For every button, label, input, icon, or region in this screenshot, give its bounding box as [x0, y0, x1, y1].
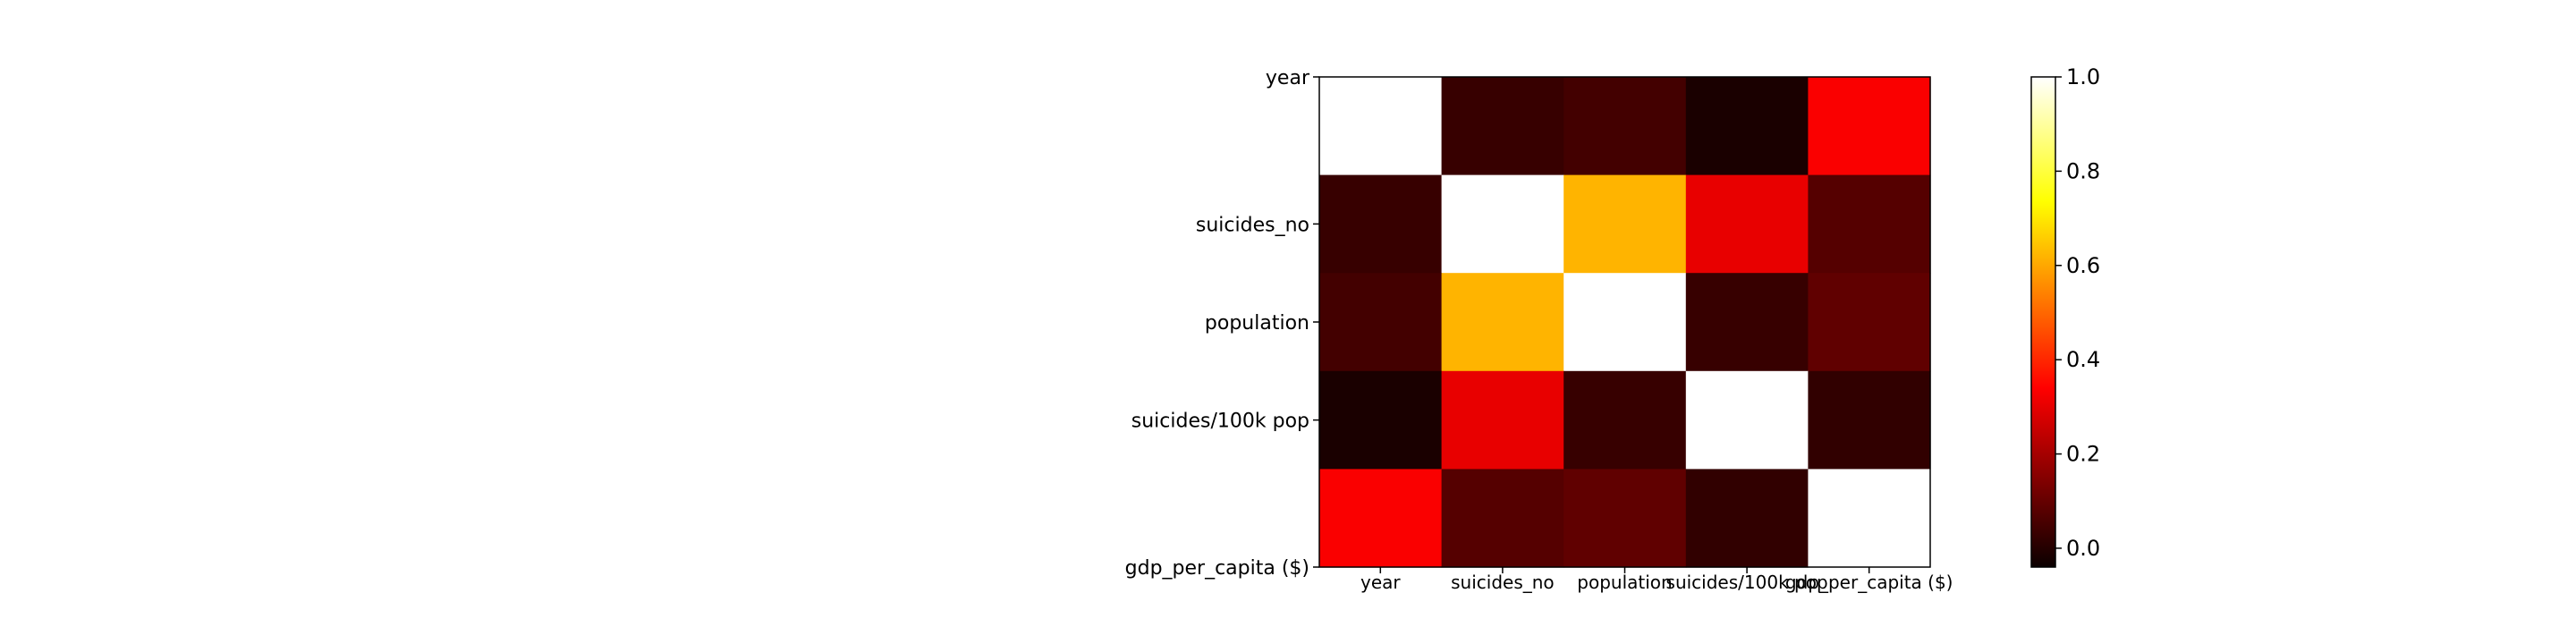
x-tick-label: suicides/100k pop — [1666, 572, 1828, 593]
y-tick-label: year — [1266, 67, 1310, 89]
heatmap-cell — [1563, 370, 1687, 470]
colorbar-tick-label: 0.2 — [2066, 442, 2100, 467]
heatmap-cell — [1441, 469, 1564, 568]
heatmap-cell — [1563, 174, 1687, 274]
heatmap-cell — [1319, 469, 1443, 568]
heatmap-cell — [1441, 174, 1564, 274]
colorbar: 0.0 0.2 0.4 0.6 0.8 1.0 — [2030, 64, 2100, 568]
heatmap-cell — [1685, 469, 1809, 568]
y-axis-ticks: year suicides_no population suicides/100k p… — [1125, 67, 1319, 580]
heatmap-cell — [1319, 370, 1443, 470]
colorbar-tick-label: 0.0 — [2066, 536, 2100, 561]
colorbar-tick-label: 0.4 — [2066, 347, 2100, 372]
heatmap-cell — [1685, 174, 1809, 274]
heatmap-cell — [1563, 77, 1687, 176]
heatmap-cell — [1563, 273, 1687, 372]
heatmap-cell — [1685, 77, 1809, 176]
heatmap-cell — [1441, 273, 1564, 372]
heatmap-cell — [1319, 273, 1443, 372]
heatmap-cell — [1319, 77, 1443, 176]
heatmap-cell — [1808, 469, 1931, 568]
heatmap-cell — [1563, 469, 1687, 568]
x-tick-label: population — [1577, 572, 1672, 593]
colorbar-tick-label: 0.8 — [2066, 158, 2100, 183]
colorbar-tick-label: 1.0 — [2066, 64, 2100, 89]
colorbar-ticks: 0.0 0.2 0.4 0.6 0.8 1.0 — [2055, 64, 2100, 561]
colorbar-frame — [2030, 76, 2056, 568]
colorbar-gradient — [2031, 77, 2055, 567]
heatmap-cell — [1808, 273, 1931, 372]
heatmap-cell — [1808, 174, 1931, 274]
heatmap-cell — [1685, 370, 1809, 470]
heatmap-cell — [1808, 370, 1931, 470]
heatmap-cells — [1319, 77, 1931, 568]
heatmap-cell — [1319, 174, 1443, 274]
x-tick-label: suicides_no — [1451, 572, 1555, 593]
heatmap-cell — [1441, 77, 1564, 176]
x-tick-label: year — [1360, 572, 1401, 593]
y-tick-label: suicides/100k pop — [1131, 411, 1309, 433]
colorbar-tick-label: 0.6 — [2066, 253, 2100, 278]
y-tick-label: population — [1205, 312, 1309, 335]
heatmap-cell — [1808, 77, 1931, 176]
heatmap-cell — [1441, 370, 1564, 470]
y-tick-label: suicides_no — [1196, 214, 1309, 236]
x-tick-label: gdp_per_capita ($) — [1785, 572, 1953, 593]
y-tick-label: gdp_per_capita ($) — [1125, 557, 1309, 580]
heatmap-cell — [1685, 273, 1809, 372]
